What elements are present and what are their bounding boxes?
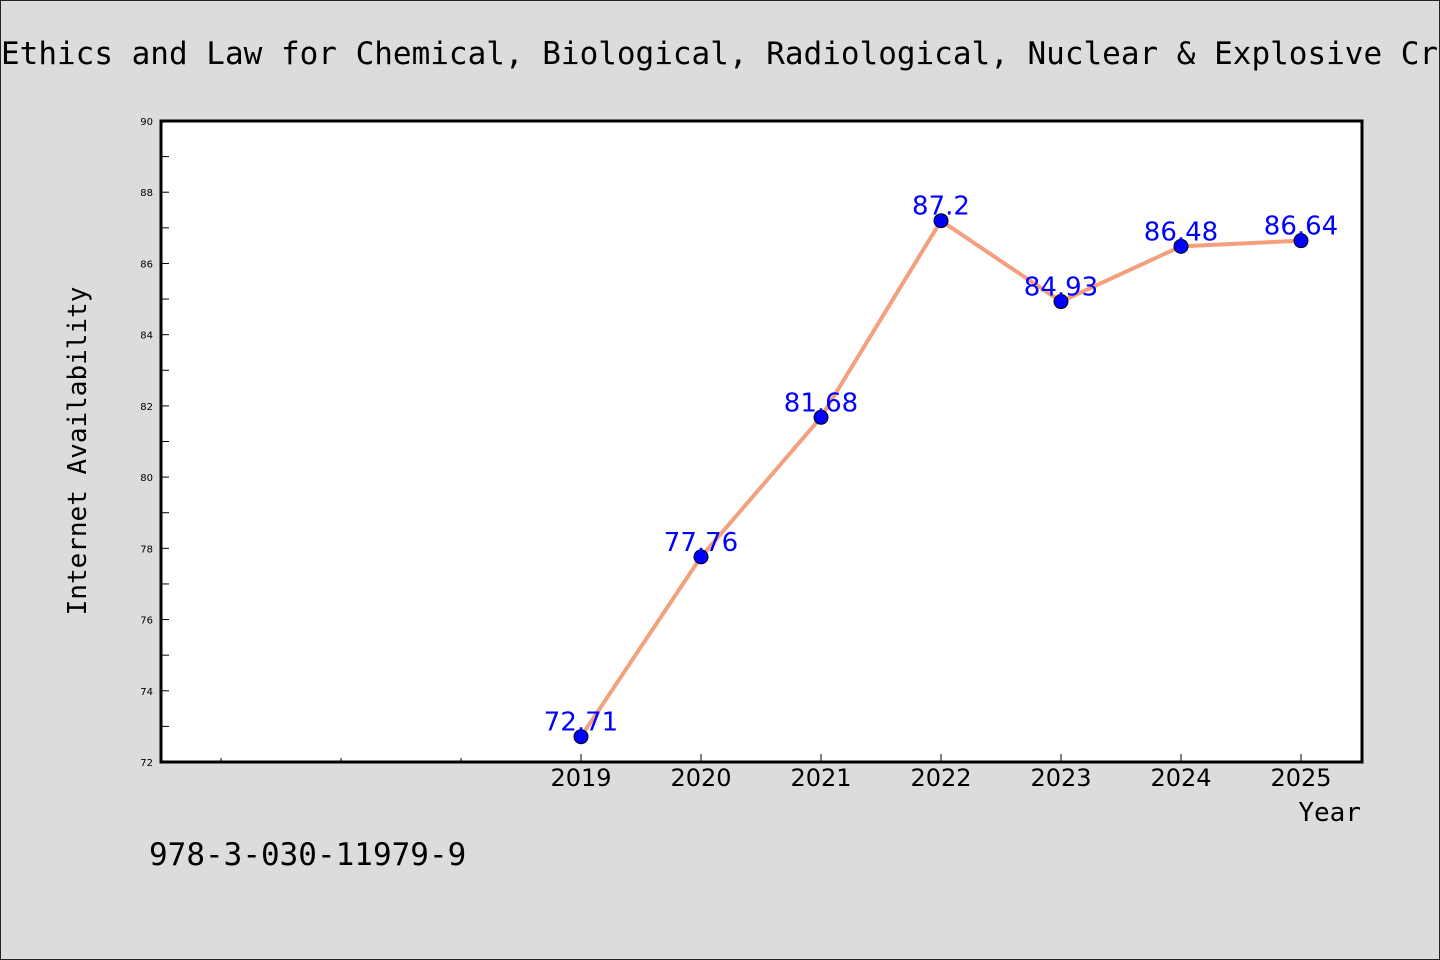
x-tick-label: 2023 — [1030, 764, 1091, 792]
x-tick-label: 2024 — [1150, 764, 1211, 792]
data-point — [1173, 238, 1189, 254]
isbn-footnote: 978-3-030-11979-9 — [149, 837, 466, 873]
y-tick-label: 80 — [140, 473, 153, 484]
y-tick-label: 82 — [140, 402, 153, 413]
plot-area — [159, 119, 1364, 764]
y-tick-label: 72 — [140, 758, 153, 769]
chart-title: Ethics and Law for Chemical, Biological,… — [1, 36, 1439, 72]
data-label: 86.48 — [1144, 217, 1218, 247]
y-tick-label: 86 — [140, 259, 153, 270]
data-point — [933, 213, 949, 229]
x-tick-label: 2025 — [1270, 764, 1331, 792]
x-tick-label: 2020 — [670, 764, 731, 792]
y-axis: 72 74 76 78 80 82 84 86 88 90 — [140, 117, 169, 769]
y-tick-label: 84 — [140, 331, 153, 342]
x-tick-label: 2019 — [550, 764, 611, 792]
data-label: 72.71 — [544, 708, 618, 738]
x-tick-label: 2022 — [910, 764, 971, 792]
data-label: 77.76 — [664, 528, 738, 558]
y-tick-label: 74 — [140, 687, 153, 698]
data-point — [1053, 294, 1069, 310]
data-point — [693, 549, 709, 565]
data-label: 81.68 — [784, 388, 858, 418]
data-label: 84.93 — [1024, 273, 1098, 303]
y-axis-label: Internet Availability — [63, 287, 93, 616]
x-axis: 2019 2020 2021 2022 2023 2024 2025 — [220, 754, 1332, 792]
y-tick-label: 76 — [140, 616, 153, 627]
x-tick-label: 2021 — [790, 764, 851, 792]
y-tick-label: 78 — [140, 544, 153, 555]
x-axis-label: Year — [1298, 798, 1361, 828]
y-tick-label: 88 — [140, 188, 153, 199]
y-tick-label: 90 — [140, 117, 153, 128]
data-label: 86.64 — [1264, 212, 1338, 242]
data-point — [813, 409, 829, 425]
data-point — [1293, 233, 1309, 249]
data-label: 87.2 — [912, 192, 970, 222]
data-series: 72.71 77.76 81.68 87.2 84.93 86.48 86.64 — [544, 192, 1338, 745]
data-point — [573, 729, 589, 745]
